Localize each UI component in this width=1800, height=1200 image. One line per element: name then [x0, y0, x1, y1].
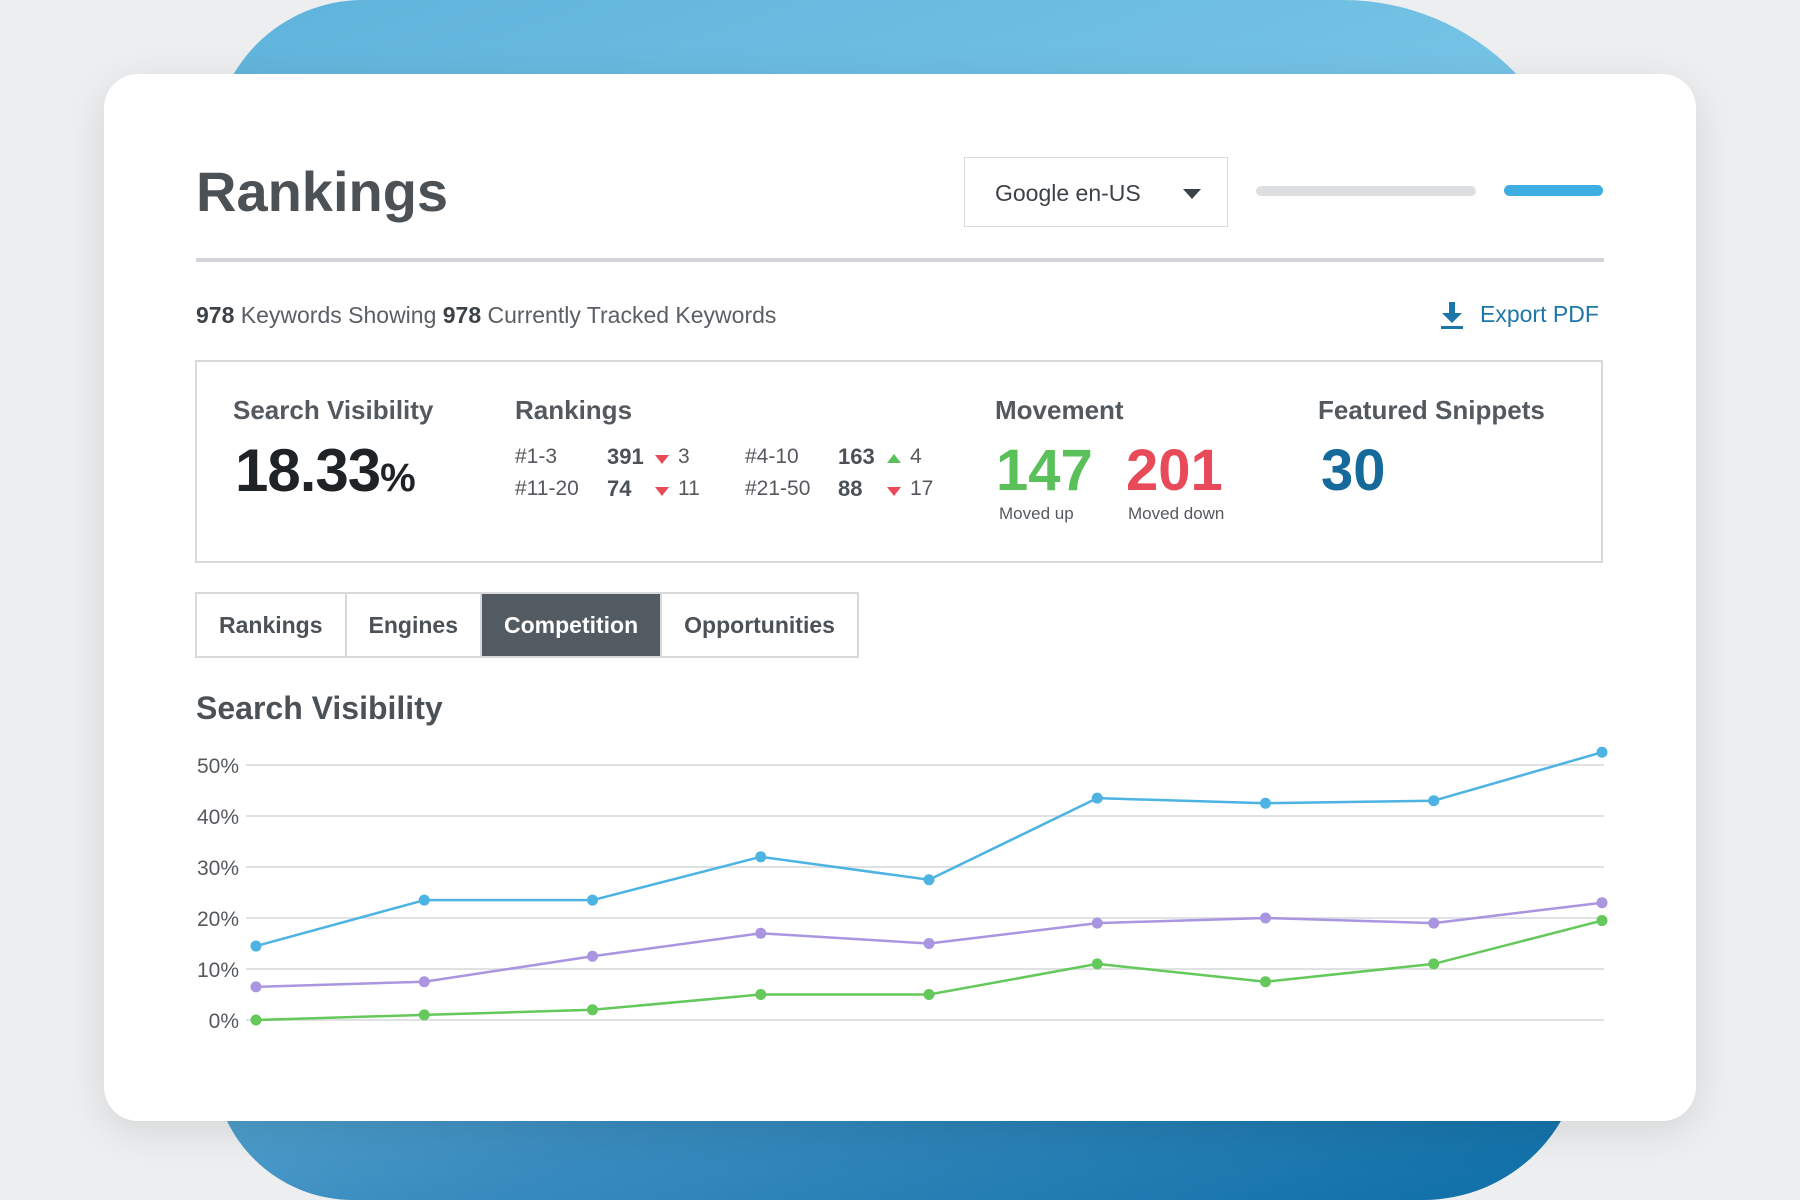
data-point	[1260, 976, 1271, 988]
data-point	[755, 989, 767, 1000]
data-point	[1091, 792, 1103, 804]
tracked-text: Currently Tracked Keywords	[487, 302, 777, 328]
chevron-down-icon	[1183, 189, 1201, 199]
ranking-change: 17	[910, 477, 934, 500]
ranking-change: 3	[678, 445, 690, 468]
ranking-count: 163	[838, 444, 875, 469]
data-point	[1428, 917, 1440, 929]
data-point	[1260, 912, 1271, 924]
data-point	[1596, 897, 1608, 909]
ranking-change: 11	[678, 477, 700, 500]
data-point	[923, 989, 935, 1000]
y-tick-label: 20%	[197, 908, 239, 931]
percent-unit: %	[380, 456, 416, 500]
page-title: Rankings	[196, 160, 449, 223]
tab-rankings[interactable]: Rankings	[197, 594, 347, 656]
ranking-count: 391	[607, 444, 644, 469]
tab-opportunities[interactable]: Opportunities	[662, 594, 857, 656]
data-point	[250, 940, 262, 952]
data-point	[923, 874, 935, 886]
ranking-range: #11-20	[515, 477, 579, 500]
data-point	[1596, 746, 1608, 758]
moved-down-value: 201	[1126, 438, 1223, 503]
featured-snippets-label: Featured Snippets	[1318, 395, 1545, 425]
ranking-range: #1-3	[515, 445, 558, 468]
chart-title: Search Visibility	[196, 690, 443, 726]
data-point	[1596, 915, 1608, 927]
keyword-summary: 978 Keywords Showing 978 Currently Track…	[196, 302, 776, 329]
engine-select-value: Google en-US	[995, 180, 1141, 206]
ranking-count: 74	[607, 476, 632, 501]
arrow-down-icon	[655, 487, 669, 496]
search-visibility-chart: 0% 10% 20% 30% 40% 50%	[197, 746, 1608, 1033]
data-point	[250, 1014, 262, 1026]
search-visibility-label: Search Visibility	[233, 395, 434, 425]
arrow-down-icon	[655, 455, 669, 464]
rankings-card: Rankings Google en-US 978 Keywords Showi…	[104, 74, 1696, 1121]
tab-competition[interactable]: Competition	[482, 594, 663, 656]
data-point	[587, 950, 598, 962]
moved-up-label: Moved up	[999, 504, 1074, 523]
y-tick-label: 10%	[197, 959, 239, 982]
data-point	[923, 938, 935, 949]
movement-label: Movement	[995, 395, 1124, 425]
tab-engines[interactable]: Engines	[346, 594, 482, 656]
ranking-change: 4	[910, 445, 922, 468]
keyword-count: 978	[196, 302, 235, 328]
y-tick-label: 30%	[197, 857, 239, 880]
data-point	[418, 894, 430, 906]
engine-select[interactable]: Google en-US	[964, 157, 1228, 227]
series-line	[255, 751, 1603, 948]
data-point	[755, 851, 767, 863]
arrow-up-icon	[887, 454, 901, 463]
data-point	[1428, 795, 1440, 807]
ranking-range: #4-10	[745, 445, 799, 468]
stats-panel: Search Visibility 18.33% Rankings #1-3 3…	[195, 360, 1603, 563]
ranking-count: 88	[838, 476, 863, 501]
data-point	[587, 1004, 598, 1016]
y-tick-label: 0%	[209, 1010, 239, 1033]
data-point	[755, 927, 767, 939]
keyword-showing-text: Keywords Showing	[240, 302, 437, 328]
tracked-count: 978	[442, 302, 482, 328]
view-tabs: Rankings Engines Competition Opportuniti…	[195, 592, 859, 658]
download-icon	[1441, 302, 1463, 329]
y-tick-label: 50%	[197, 755, 239, 778]
header-divider	[196, 258, 1604, 262]
featured-snippets-value: 30	[1321, 438, 1386, 503]
arrow-down-icon	[887, 487, 901, 496]
y-tick-label: 40%	[197, 806, 239, 829]
data-point	[250, 981, 262, 993]
data-point	[1091, 958, 1103, 970]
data-point	[1091, 917, 1103, 929]
ranking-range: #21-50	[745, 477, 811, 500]
data-point	[587, 894, 598, 906]
series-line	[255, 919, 1603, 1022]
data-point	[418, 976, 430, 988]
rankings-label: Rankings	[515, 395, 633, 425]
export-pdf-label: Export PDF	[1480, 301, 1599, 327]
data-point	[1260, 797, 1271, 809]
search-visibility-value: 18.33%	[235, 437, 416, 504]
moved-up-value: 147	[996, 438, 1093, 503]
moved-down-label: Moved down	[1128, 504, 1225, 523]
data-point	[1428, 958, 1440, 970]
progress-indicator	[1504, 185, 1603, 196]
progress-track	[1256, 186, 1476, 196]
data-point	[418, 1009, 430, 1021]
